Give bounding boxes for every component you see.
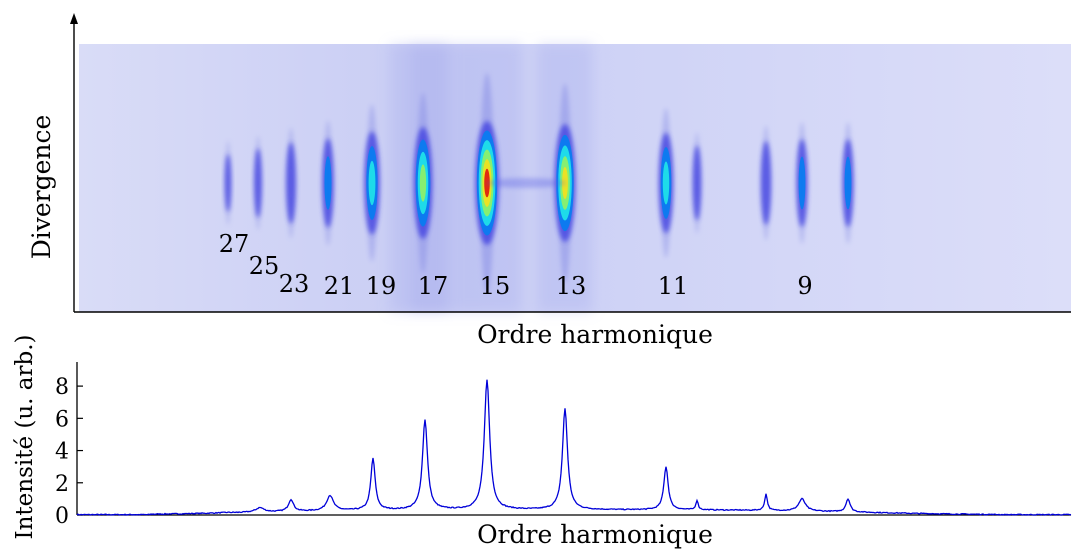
intensity-y-ticks: 0 2 4 6 8 (55, 375, 83, 529)
harmonic-spot-25 (254, 136, 262, 230)
intensity-x-axis-label: Ordre harmonique (477, 520, 713, 549)
harmonic-order-label: 17 (418, 272, 449, 300)
harmonic-spot-faint (692, 132, 702, 234)
harmonic-spot-9 (796, 122, 808, 244)
harmonic-order-label: 25 (249, 252, 280, 280)
intensity-series-line (76, 379, 1072, 516)
harmonic-spot-faint (842, 122, 854, 244)
divergence-axis-arrow (70, 13, 78, 24)
harmonic-order-label: 27 (219, 230, 250, 258)
harmonic-order-label: 23 (279, 270, 310, 298)
harmonic-spot-17 (413, 92, 433, 274)
intensity-axis-label: Intensité (u. arb.) (12, 334, 38, 539)
harmonic-spot-faint (760, 125, 772, 241)
harmonic-order-label: 9 (797, 272, 812, 300)
harmonic-order-label: 11 (658, 272, 689, 300)
intensity-plot-panel: 0 2 4 6 8 Intensité (u. arb.) Ordre harmoniq… (12, 334, 1072, 549)
harmonic-spot-27 (224, 140, 232, 226)
harmonic-spot-23 (286, 127, 296, 239)
y-tick-label: 2 (55, 472, 69, 497)
harmonic-spots-layer (224, 73, 854, 293)
harmonic-order-label: 19 (366, 272, 397, 300)
harmonic-spot-11 (658, 108, 674, 258)
harmonic-order-label: 21 (324, 272, 355, 300)
harmonic-order-label: 13 (556, 272, 587, 300)
y-tick-label: 0 (55, 504, 69, 529)
spot-wing (486, 178, 566, 188)
divergence-axis-label: Divergence (27, 115, 56, 260)
image-x-axis-label: Ordre harmonique (477, 320, 713, 349)
y-tick-label: 6 (55, 407, 69, 432)
harmonic-order-label: 15 (480, 272, 511, 300)
y-tick-label: 4 (55, 440, 69, 465)
harmonic-spot-21 (322, 120, 334, 246)
y-tick-label: 8 (55, 375, 69, 400)
harmonic-spot-19 (364, 104, 380, 262)
